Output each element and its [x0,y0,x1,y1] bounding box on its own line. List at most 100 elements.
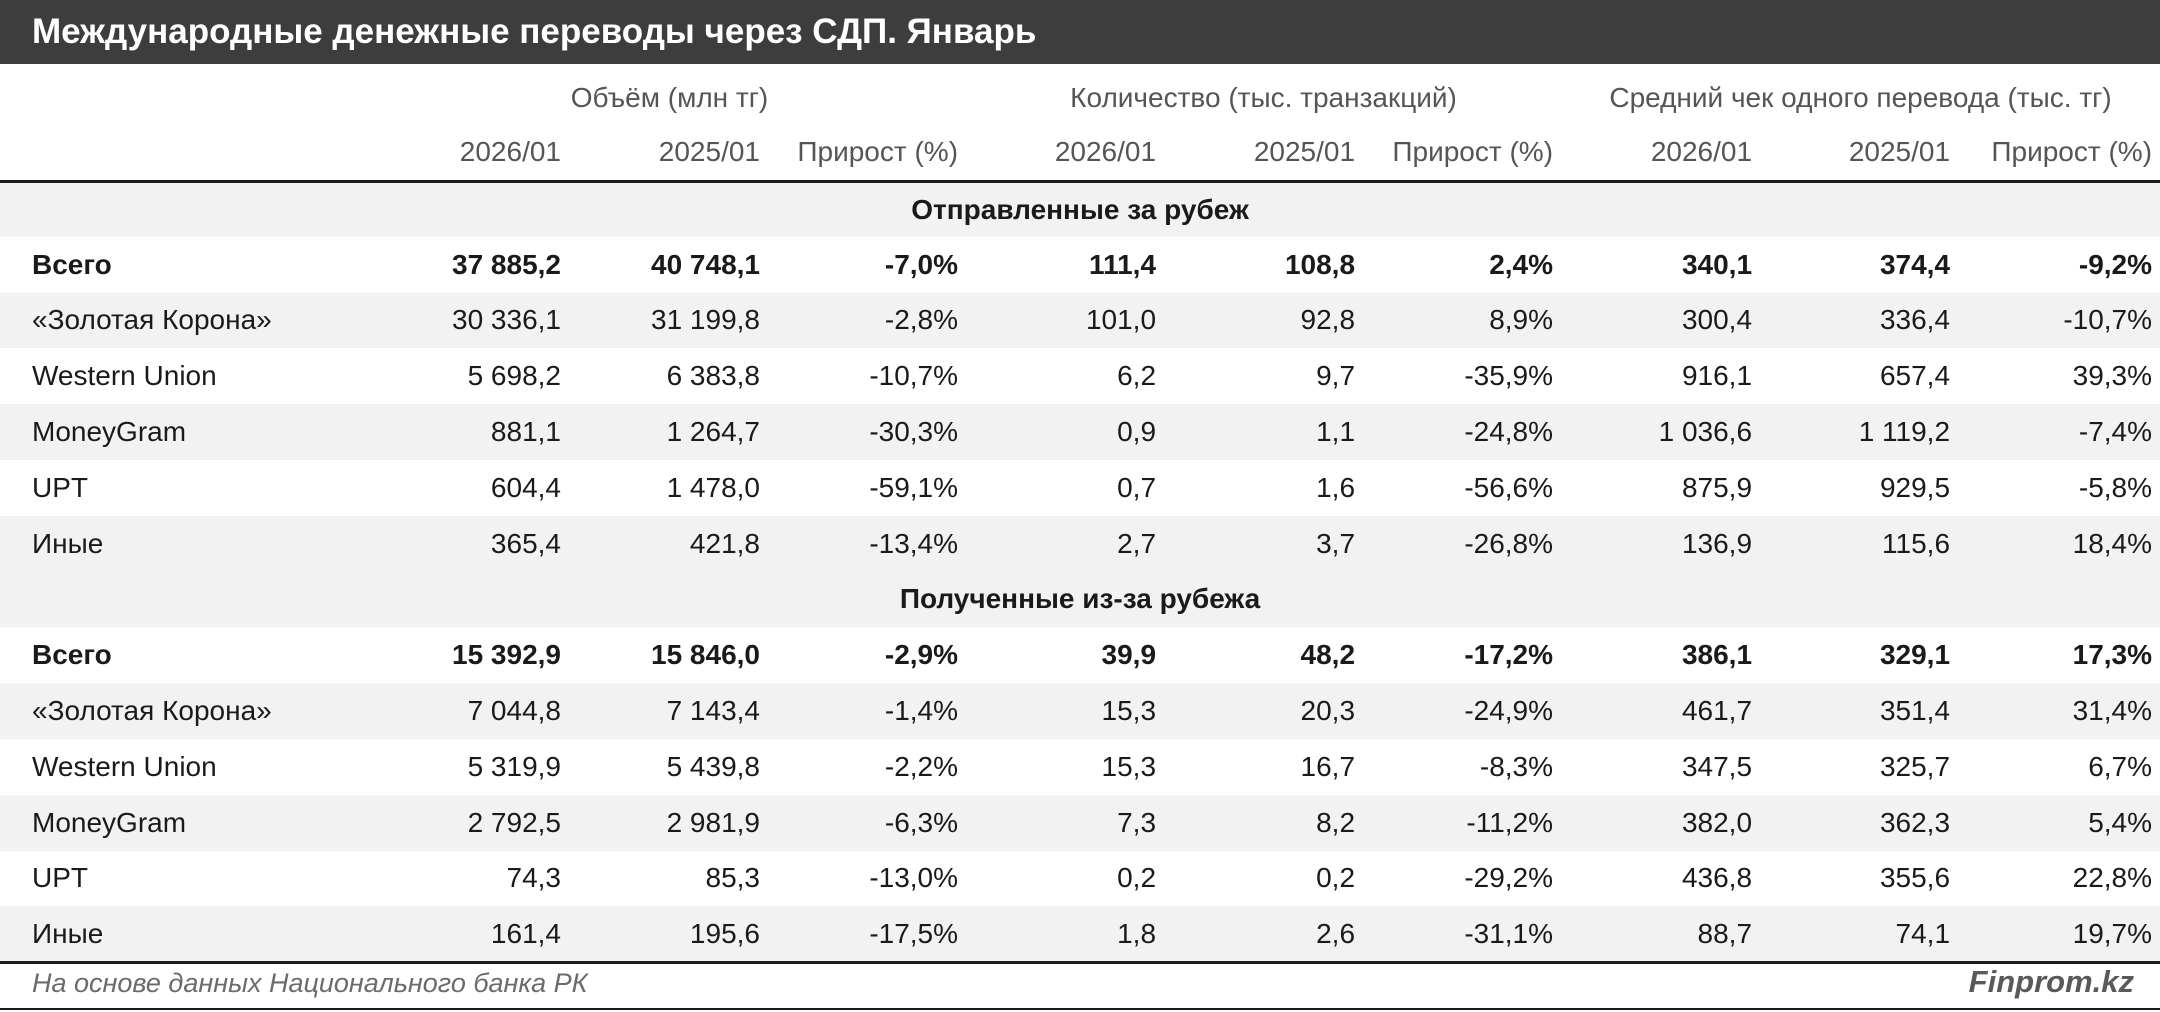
table-cell: 2 981,9 [569,794,768,851]
corner-cell [0,124,373,181]
column-header: 2026/01 [459,135,561,167]
table-cell: 355,6 [1879,862,1951,894]
table-cell: 111,4 [1089,248,1157,280]
column-group-header: Средний чек одного перевода (тыс. тг) [1609,82,2112,113]
table-cell: 195,6 [569,906,768,963]
column-header-row: 2026/01 2025/01 Прирост (%) 2026/01 2025… [0,124,2160,181]
table-cell: 5 319,9 [467,750,561,782]
row-label: Western Union [32,750,217,782]
table-cell: -29,2% [1464,862,1554,894]
table-cell: 7 044,8 [373,683,569,739]
table-cell: 48,2 [1300,639,1356,671]
table-cell: 74,1 [1760,906,1959,963]
table-cell: 2 792,5 [373,794,569,851]
table-cell: -26,8% [1363,515,1562,572]
column-group-header: Объём (млн тг) [570,82,769,113]
table-cell: 115,6 [1760,515,1959,572]
table-cell: 136,9 [1561,515,1761,572]
table-cell: 5 439,8 [666,750,760,782]
column-header: Прирост (%) [797,135,959,167]
table-cell: 325,7 [1879,750,1951,782]
table-cell: -17,5% [768,906,967,963]
table-cell: 1,8 [966,906,1165,963]
row-label: Всего [32,248,112,280]
table-cell: 881,1 [373,404,569,460]
table-cell: 1 036,6 [1561,404,1761,460]
column-header: Прирост (%) [1392,135,1554,167]
transfers-table: Объём (млн тг) Количество (тыс. транзакц… [0,72,2160,964]
row-label: Иные [0,515,373,572]
table-cell: 15,3 [966,683,1165,739]
table-row: «Золотая Корона» 7 044,8 7 143,4 -1,4% 15,3 2… [0,683,2160,739]
corner-cell [0,72,373,124]
table-body: Отправленные за рубеж Всего 37 885,2 40 748… [0,181,2160,963]
row-label: UPT [32,471,88,503]
table-cell: 15 392,9 [452,639,561,671]
table-cell: 2,6 [1164,906,1364,963]
table-row: Иные 365,4 421,8 -13,4% 2,7 3,7 -26,8% 136,9 115… [0,515,2160,572]
total-row: Всего 37 885,2 40 748,1 -7,0% 111,4 108,8 2,4%… [0,237,2160,293]
table-cell: 31,4% [1958,683,2160,739]
column-header: 2026/01 [1054,135,1157,167]
table-cell: 336,4 [1760,292,1959,349]
table-cell: -17,2% [1464,639,1554,671]
table-cell: 7,3 [966,794,1165,851]
table-cell: 74,3 [506,862,562,894]
table-cell: -6,3% [768,794,967,851]
table-cell: -1,4% [768,683,967,739]
table-cell: -56,6% [1464,471,1554,503]
table-cell: 421,8 [569,515,768,572]
table-row: UPT 74,3 85,3 -13,0% 0,2 0,2 -29,2% 436,8 355,6 2… [0,851,2160,907]
table-cell: -10,7% [869,360,959,392]
table-cell: 37 885,2 [452,248,561,280]
table-row: MoneyGram 2 792,5 2 981,9 -6,3% 7,3 8,2 -11,2%… [0,794,2160,851]
table-cell: -7,0% [884,248,959,280]
table-cell: 374,4 [1879,248,1951,280]
table-cell: 1 478,0 [666,471,760,503]
table-cell: -24,8% [1363,404,1562,460]
table-cell: -7,4% [1958,404,2160,460]
row-label: «Золотая Корона» [0,683,373,739]
row-label: Всего [32,639,112,671]
table-row: «Золотая Корона» 30 336,1 31 199,8 -2,8% 101… [0,292,2160,349]
table-cell: 1,6 [1316,471,1356,503]
row-label: MoneyGram [0,794,373,851]
table-cell: -30,3% [768,404,967,460]
table-cell: 18,4% [1958,515,2160,572]
table-cell: 329,1 [1879,639,1951,671]
column-header: 2025/01 [658,135,760,167]
table-cell: -31,1% [1363,906,1562,963]
source-note: На основе данных Национального банка РК [32,968,588,998]
table-cell: 3,7 [1164,515,1364,572]
table-cell: -35,9% [1464,360,1554,392]
table-cell: 347,5 [1681,750,1753,782]
table-row: UPT 604,4 1 478,0 -59,1% 0,7 1,6 -56,6% 875,9 92… [0,460,2160,516]
table-cell: 340,1 [1681,248,1753,280]
row-label: Western Union [32,360,217,392]
table-cell: -11,2% [1363,794,1562,851]
table-cell: 88,7 [1561,906,1761,963]
table-cell: 39,9 [1101,639,1157,671]
table-cell: 16,7 [1300,750,1356,782]
table-cell: -10,7% [1958,292,2160,349]
brand-logo-text: Finprom.kz [1968,964,2134,999]
bottom-divider [0,1008,2160,1010]
table-cell: 9,7 [1316,360,1356,392]
table-cell: -9,2% [2078,248,2153,280]
table-cell: -13,4% [768,515,967,572]
table-cell: 40 748,1 [651,248,760,280]
table-cell: -13,0% [869,862,959,894]
table-cell: 929,5 [1879,471,1951,503]
column-header: Прирост (%) [1991,135,2153,167]
table-cell: 6,7% [2088,750,2153,782]
table-row: MoneyGram 881,1 1 264,7 -30,3% 0,9 1,1 -24,8% 1… [0,404,2160,460]
table-cell: 362,3 [1760,794,1959,851]
table-row: Иные 161,4 195,6 -17,5% 1,8 2,6 -31,1% 88,7 74,1… [0,906,2160,963]
table-cell: 5,4% [1958,794,2160,851]
table-cell: 8,2 [1164,794,1364,851]
table-row: Western Union 5 319,9 5 439,8 -2,2% 15,3 16,7… [0,739,2160,795]
column-header: 2026/01 [1650,135,1753,167]
row-label: MoneyGram [0,404,373,460]
table-cell: -2,9% [884,639,959,671]
row-label: «Золотая Корона» [0,292,373,349]
